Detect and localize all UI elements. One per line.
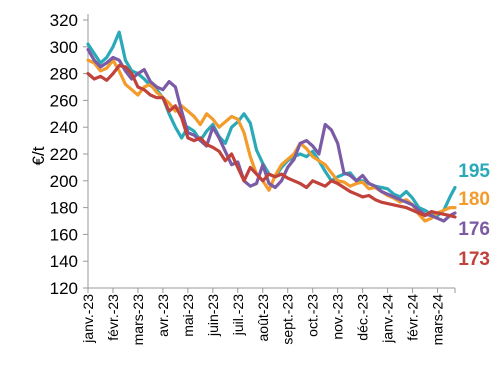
x-tick-label: nov.-23 — [330, 294, 346, 340]
y-axis-title: €/t — [29, 146, 48, 165]
end-value-label-1: 180 — [458, 189, 490, 210]
series-line-3 — [86, 63, 457, 219]
y-tick-label: 280 — [50, 65, 78, 84]
end-value-label-3: 173 — [458, 249, 490, 270]
series-line-2 — [86, 47, 457, 223]
axes: 120 140 160 180 200 220 240 260 280 300 320 janv.-2… — [50, 11, 456, 346]
x-tick-label: oct.-23 — [305, 294, 321, 337]
end-value-label-2: 176 — [458, 219, 490, 240]
y-tick-label: 140 — [50, 252, 78, 271]
y-tick-label: 240 — [50, 118, 78, 137]
x-tick-label: mars-24 — [430, 294, 446, 346]
y-tick-label: 220 — [50, 145, 78, 164]
x-tick-label: juin-23 — [205, 294, 221, 337]
x-tick-label: août-23 — [255, 294, 271, 342]
series-layer — [86, 30, 457, 223]
y-tick-label: 180 — [50, 199, 78, 218]
x-tick-label: janv.-24 — [380, 294, 396, 344]
y-tick-label: 120 — [50, 279, 78, 298]
x-tick-label: sept.-23 — [280, 294, 296, 345]
y-tick-label: 300 — [50, 38, 78, 57]
x-tick-label: janv.-23 — [80, 294, 96, 344]
x-tick-label: mai-23 — [180, 294, 196, 337]
x-tick-label: déc.-23 — [355, 294, 371, 341]
y-tick-label: 160 — [50, 225, 78, 244]
x-tick-label: févr.-24 — [405, 294, 421, 341]
y-tick-label: 320 — [50, 11, 78, 30]
x-tick-label: avr.-23 — [155, 294, 171, 337]
x-tick-label: juil.-23 — [230, 294, 246, 336]
y-tick-label: 260 — [50, 91, 78, 110]
end-labels: 195 180 176 173 — [458, 161, 490, 270]
x-tick-label: févr.-23 — [105, 294, 121, 341]
x-tick-label: mars-23 — [130, 294, 146, 346]
end-value-label-0: 195 — [458, 161, 490, 182]
y-tick-label: 200 — [50, 172, 78, 191]
